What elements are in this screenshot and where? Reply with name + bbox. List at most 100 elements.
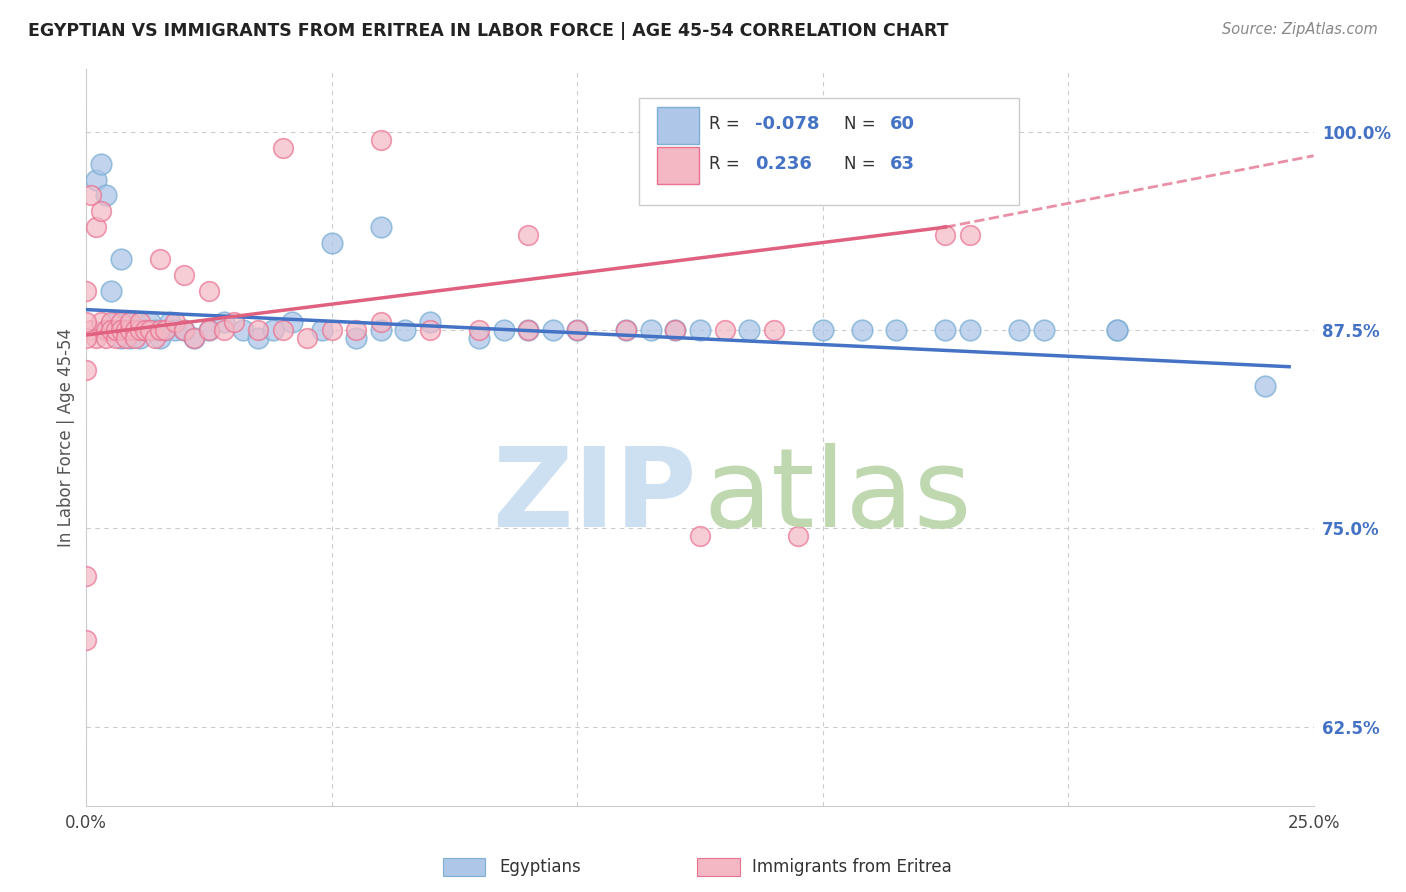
Point <box>114 323 136 337</box>
Point <box>129 323 152 337</box>
Point <box>1032 323 1054 337</box>
Point <box>139 315 162 329</box>
Point <box>468 331 491 345</box>
FancyBboxPatch shape <box>638 98 1019 205</box>
Point <box>419 315 441 329</box>
Point <box>80 323 103 337</box>
Point <box>198 323 221 337</box>
Y-axis label: In Labor Force | Age 45-54: In Labor Force | Age 45-54 <box>58 327 75 547</box>
Point <box>468 323 491 337</box>
Point <box>159 315 181 329</box>
Point <box>541 323 564 337</box>
Point <box>124 331 146 345</box>
Point <box>84 331 107 345</box>
Point <box>614 323 637 337</box>
FancyBboxPatch shape <box>657 147 699 185</box>
Text: atlas: atlas <box>703 442 972 549</box>
Point <box>134 323 156 337</box>
Point <box>640 323 662 337</box>
Point <box>163 323 186 337</box>
Point <box>212 323 235 337</box>
Text: -0.078: -0.078 <box>755 115 820 133</box>
Point <box>114 331 136 345</box>
Point <box>232 323 254 337</box>
Point <box>139 323 162 337</box>
Point <box>959 323 981 337</box>
Text: R =: R = <box>709 115 745 133</box>
Text: ZIP: ZIP <box>494 442 696 549</box>
Point <box>104 315 127 329</box>
Point <box>100 315 122 329</box>
Point <box>94 331 117 345</box>
Point <box>262 323 284 337</box>
Point <box>198 284 221 298</box>
Point <box>934 228 956 243</box>
Point <box>84 220 107 235</box>
Point <box>94 323 117 337</box>
Text: Source: ZipAtlas.com: Source: ZipAtlas.com <box>1222 22 1378 37</box>
Point <box>567 323 589 337</box>
Point <box>787 529 810 543</box>
Text: R =: R = <box>709 155 745 173</box>
FancyBboxPatch shape <box>657 107 699 144</box>
Point <box>75 569 97 583</box>
Point <box>271 323 294 337</box>
Point <box>1107 323 1129 337</box>
Point <box>75 363 97 377</box>
Point <box>124 315 146 329</box>
Point <box>129 323 152 337</box>
Point <box>762 323 785 337</box>
Point <box>183 331 205 345</box>
Text: Egyptians: Egyptians <box>499 858 581 876</box>
Point <box>75 331 97 345</box>
Point <box>110 252 132 266</box>
Point <box>344 331 367 345</box>
Point <box>124 323 146 337</box>
Point <box>851 323 873 337</box>
Point <box>129 315 152 329</box>
Point <box>370 133 392 147</box>
Point <box>1008 323 1031 337</box>
Point <box>517 228 540 243</box>
Text: N =: N = <box>844 115 880 133</box>
Text: 63: 63 <box>890 155 915 173</box>
Point <box>110 315 132 329</box>
Point <box>120 331 142 345</box>
Point <box>129 331 152 345</box>
Point <box>517 323 540 337</box>
Point <box>100 284 122 298</box>
Point <box>75 632 97 647</box>
Point <box>100 323 122 337</box>
Point <box>114 323 136 337</box>
Point <box>110 323 132 337</box>
Point <box>281 315 304 329</box>
Point <box>104 323 127 337</box>
Point <box>811 323 834 337</box>
Point <box>173 323 195 337</box>
Point <box>886 323 908 337</box>
Point <box>321 235 343 250</box>
Point <box>84 172 107 186</box>
Point <box>567 323 589 337</box>
Point <box>689 529 711 543</box>
Point <box>689 323 711 337</box>
Point <box>297 331 319 345</box>
Text: 60: 60 <box>890 115 915 133</box>
Point <box>90 157 112 171</box>
Point <box>153 323 176 337</box>
Point <box>75 284 97 298</box>
Point <box>94 188 117 202</box>
Point <box>614 323 637 337</box>
Text: Immigrants from Eritrea: Immigrants from Eritrea <box>752 858 952 876</box>
Point <box>247 331 270 345</box>
Point <box>370 220 392 235</box>
Point <box>664 323 686 337</box>
Point <box>100 323 122 337</box>
Point <box>104 331 127 345</box>
Point <box>321 323 343 337</box>
Point <box>183 331 205 345</box>
Text: N =: N = <box>844 155 880 173</box>
Point <box>738 323 761 337</box>
Point <box>153 323 176 337</box>
Point <box>370 323 392 337</box>
